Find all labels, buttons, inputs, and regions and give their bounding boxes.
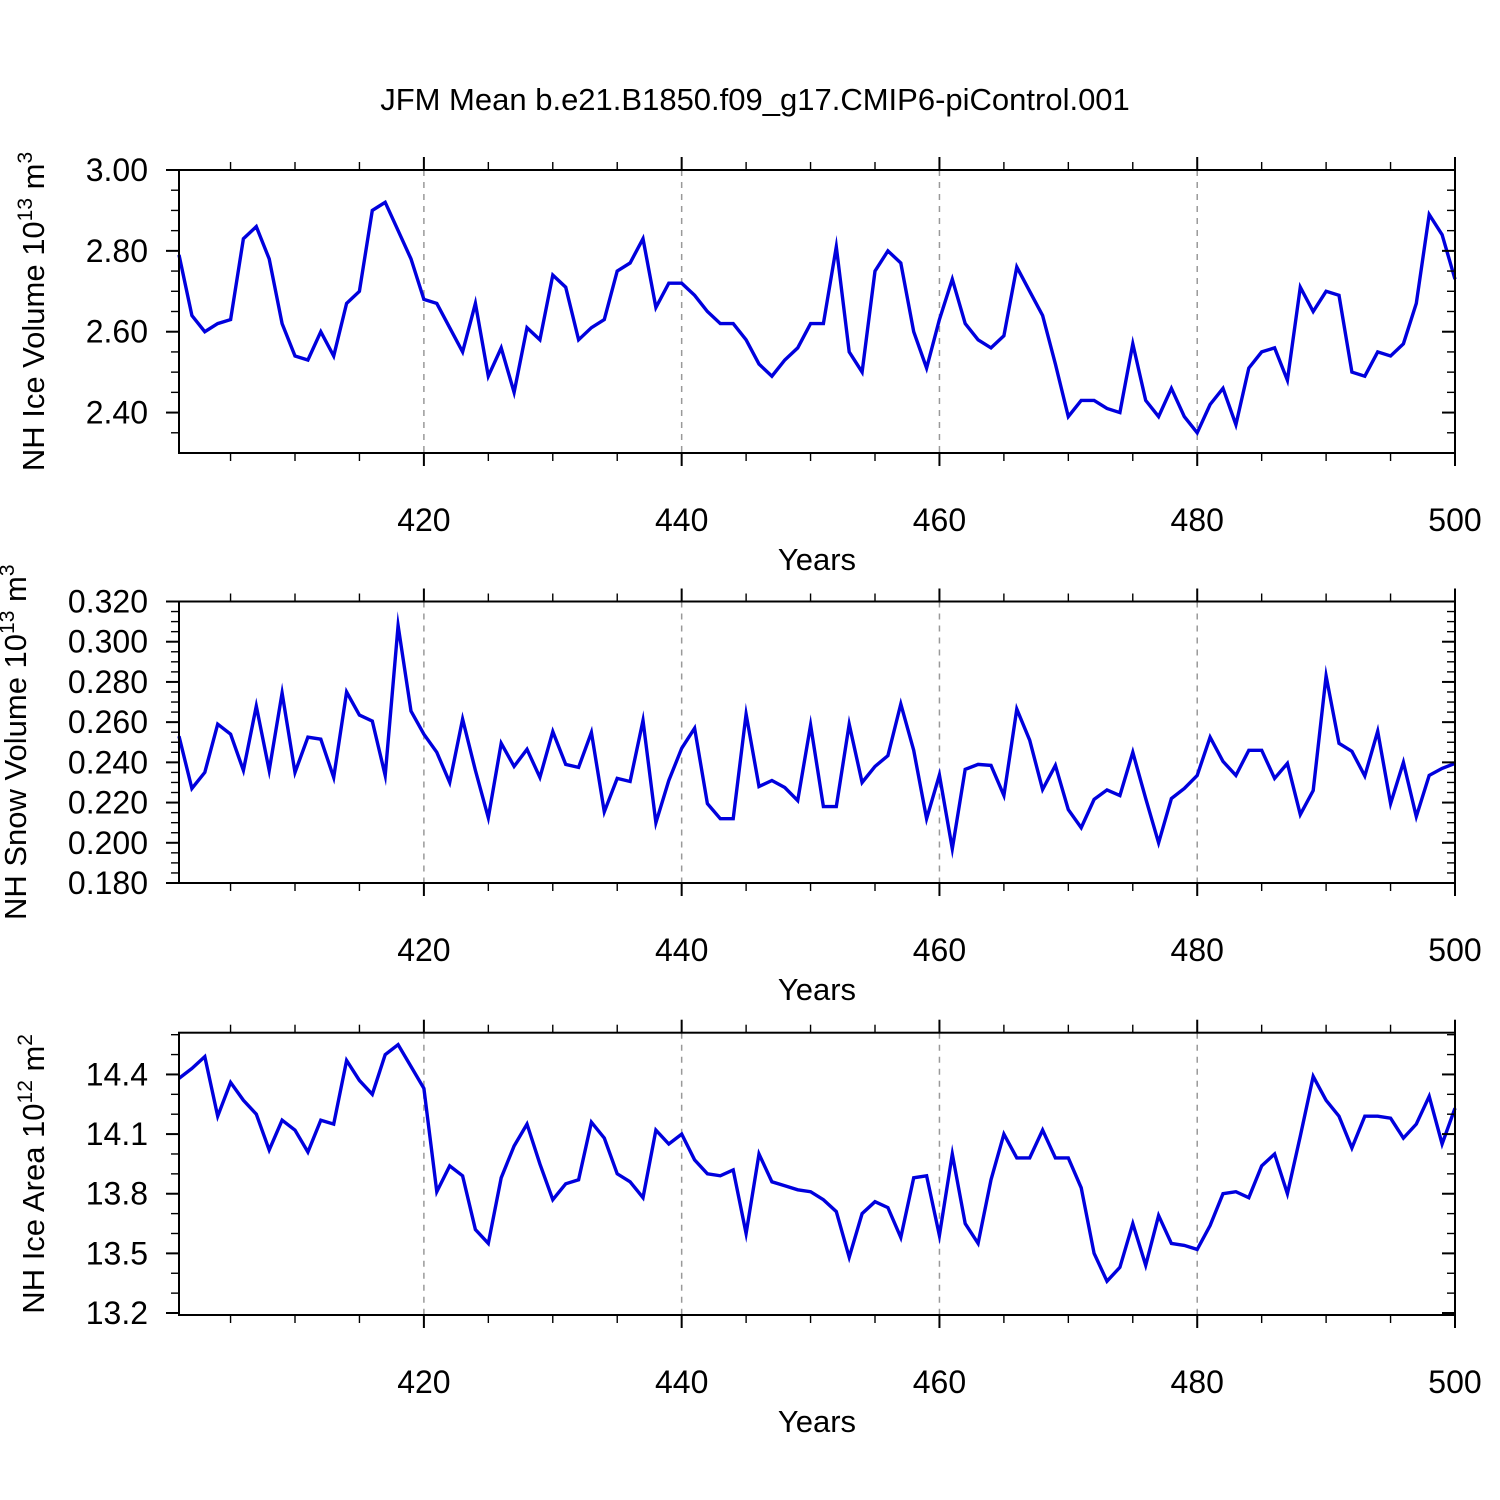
y-tick-label: 0.280 bbox=[68, 664, 148, 700]
x-tick-label: 480 bbox=[1171, 1364, 1224, 1400]
y-axis-label: NH Snow Volume 1013 m3 bbox=[0, 564, 33, 920]
x-axis-label: Years bbox=[778, 972, 856, 1007]
x-axis-label: Years bbox=[778, 1404, 856, 1439]
x-tick-label: 460 bbox=[913, 1364, 966, 1400]
nh-ice-area-panel: 14.4 14.1 13.8 13.5 13.2 420 440 460 480 500 Years… bbox=[14, 1019, 1482, 1439]
x-tick-label: 460 bbox=[913, 932, 966, 968]
x-tick-label: 420 bbox=[397, 502, 450, 538]
plot-border bbox=[178, 600, 1456, 884]
y-tick-label: 13.8 bbox=[86, 1176, 148, 1212]
x-tick-label: 440 bbox=[655, 502, 708, 538]
plot-border bbox=[178, 1031, 1456, 1316]
x-tick-label: 420 bbox=[397, 932, 450, 968]
x-tick-label: 500 bbox=[1428, 1364, 1481, 1400]
y-tick-label: 0.220 bbox=[68, 785, 148, 821]
y-tick-label: 0.240 bbox=[68, 744, 148, 780]
y-tick-label: 0.260 bbox=[68, 704, 148, 740]
data-line bbox=[177, 1042, 1457, 1285]
y-tick-label: 0.300 bbox=[68, 624, 148, 660]
x-tick-label: 500 bbox=[1428, 502, 1481, 538]
y-tick-label: 13.5 bbox=[86, 1235, 148, 1271]
y-tick-label: 2.80 bbox=[86, 233, 148, 269]
y-axis-label: NH Ice Volume 1013 m3 bbox=[14, 152, 51, 471]
y-tick-label: 0.180 bbox=[68, 865, 148, 901]
y-tick-label: 14.4 bbox=[86, 1056, 148, 1092]
data-line bbox=[177, 199, 1457, 437]
y-tick-label: 2.40 bbox=[86, 395, 148, 431]
x-tick-label: 420 bbox=[397, 1364, 450, 1400]
nh-ice-volume-panel: 3.00 2.80 2.60 2.40 420 440 460 480 500 Years NH I… bbox=[14, 152, 1482, 577]
x-tick-label: 480 bbox=[1171, 932, 1224, 968]
y-tick-label: 14.1 bbox=[86, 1116, 148, 1152]
x-tick-label: 440 bbox=[655, 1364, 708, 1400]
y-tick-label: 2.60 bbox=[86, 314, 148, 350]
x-axis-label: Years bbox=[778, 542, 856, 577]
data-line bbox=[177, 611, 1456, 860]
x-tick-label: 440 bbox=[655, 932, 708, 968]
x-tick-label: 460 bbox=[913, 502, 966, 538]
figure-title: JFM Mean b.e21.B1850.f09_g17.CMIP6-piCon… bbox=[380, 82, 1130, 117]
y-tick-label: 0.320 bbox=[68, 584, 148, 620]
y-tick-label: 3.00 bbox=[86, 152, 148, 188]
y-tick-label: 13.2 bbox=[86, 1295, 148, 1331]
nh-snow-volume-panel: 0.320 0.300 0.280 0.260 0.240 0.220 0.200 0.180… bbox=[0, 564, 1482, 1007]
x-tick-label: 500 bbox=[1428, 932, 1481, 968]
y-tick-label: 0.200 bbox=[68, 825, 148, 861]
y-axis-label: NH Ice Area 1012 m2 bbox=[14, 1034, 51, 1314]
x-tick-label: 480 bbox=[1171, 502, 1224, 538]
